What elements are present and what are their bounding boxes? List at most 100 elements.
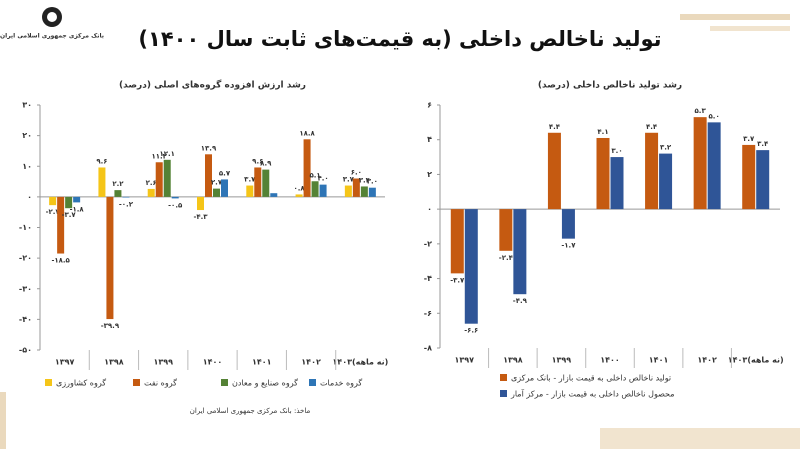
bar — [65, 196, 73, 209]
value-label: ۱۳.۹ — [201, 144, 217, 152]
value-label: -۳۹.۹ — [101, 322, 120, 330]
bar — [221, 179, 228, 197]
value-label: ۵.۳ — [695, 107, 707, 115]
decor — [0, 392, 6, 449]
value-label: -۰.۲ — [119, 200, 134, 208]
bar — [311, 181, 319, 197]
value-label: -۶.۶ — [464, 327, 478, 335]
y-tick-label: ۲۰ — [22, 131, 32, 140]
x-tick-label: ۱۴۰۲ — [697, 356, 717, 365]
value-label: ۲.۶ — [146, 179, 157, 187]
bar — [464, 209, 478, 324]
x-tick-label: ۱۳۹۹ — [552, 356, 572, 365]
value-label: ۳.۰ — [611, 147, 622, 155]
y-tick-label: ۳۰ — [22, 101, 32, 110]
bar — [122, 196, 130, 198]
value-label: ۳.۷ — [244, 176, 256, 184]
legend-label: محصول ناخالص داخلی به قیمت بازار - مرکز … — [510, 389, 674, 399]
value-label: ۳.۰ — [367, 178, 378, 186]
value-label: -۱.۷ — [561, 242, 576, 250]
value-label: -۰.۵ — [168, 201, 183, 209]
bar — [106, 196, 114, 320]
y-tick-label: ۰ — [27, 192, 32, 201]
decor — [600, 428, 800, 449]
value-label: -۱۸.۵ — [51, 257, 70, 265]
y-tick-label: -۴۰ — [19, 315, 32, 324]
value-label: ۹.۶ — [96, 157, 107, 165]
legend-swatch — [500, 374, 507, 381]
value-label: ۱۱.۳ — [151, 152, 167, 160]
bar — [547, 132, 561, 210]
x-tick-label: ۱۳۹۷ — [55, 358, 75, 367]
y-tick-label: ۱۰ — [22, 162, 32, 171]
value-label: ۹.۶ — [252, 157, 263, 165]
bar — [352, 178, 360, 197]
bar — [596, 137, 610, 210]
value-label: -۲.۴ — [499, 254, 514, 262]
x-tick-label: ۱۴۰۳(نه ماهه) — [728, 356, 784, 365]
y-tick-label: ۴ — [427, 135, 432, 144]
bar — [155, 162, 163, 197]
bar — [163, 159, 171, 197]
bar — [197, 196, 204, 211]
decor — [680, 14, 790, 20]
bar — [707, 122, 721, 210]
y-tick-label: -۱۰ — [19, 223, 32, 232]
x-tick-label: ۱۴۰۱ — [649, 356, 669, 365]
value-label: ۳.۴ — [359, 176, 371, 184]
bar — [368, 187, 376, 197]
y-tick-label: ۰ — [427, 205, 432, 214]
bar — [57, 196, 65, 254]
legend-swatch — [500, 390, 507, 397]
legend-swatch — [309, 379, 316, 386]
value-label: ۱۲.۱ — [159, 150, 174, 158]
value-label: ۳.۷ — [343, 176, 355, 184]
bar — [513, 209, 527, 295]
value-label: ۵.۱ — [309, 171, 320, 179]
value-label: ۳.۴ — [757, 140, 769, 148]
value-label: -۳.۷ — [62, 211, 77, 219]
y-tick-label: ۶ — [427, 101, 432, 110]
bar — [742, 144, 756, 210]
legend-label: گروه نفت — [144, 378, 177, 388]
y-tick-label: -۳۰ — [19, 284, 32, 293]
bar — [610, 157, 624, 210]
x-tick-label: ۱۴۰۲ — [301, 358, 321, 367]
bar — [73, 196, 81, 203]
source: ماخذ: بانک مرکزی جمهوری اسلامی ایران — [190, 407, 311, 415]
bar — [450, 209, 464, 274]
legend-label: گروه صنایع و معادن — [232, 378, 298, 388]
bar — [254, 167, 262, 197]
bar — [246, 185, 254, 197]
value-label: ۰.۸ — [293, 184, 305, 192]
legend-label: گروه خدمات — [320, 378, 362, 388]
value-label: ۲.۷ — [211, 179, 223, 187]
value-label: ۴.۱ — [597, 128, 608, 136]
x-tick-label: ۱۳۹۸ — [104, 358, 124, 367]
decor — [710, 26, 790, 31]
value-label: ۵.۷ — [219, 169, 231, 177]
value-label: -۳.۷ — [450, 276, 465, 284]
x-tick-label: ۱۳۹۹ — [153, 358, 173, 367]
legend-label: تولید ناخالص داخلی به قیمت بازار - بانک … — [511, 374, 671, 383]
x-tick-label: ۱۴۰۰ — [600, 356, 620, 365]
bar — [319, 184, 327, 197]
bar — [303, 139, 311, 197]
bar — [659, 153, 673, 210]
logo-text: بانک مرکزی جمهوری اسلامی ایران — [0, 33, 104, 40]
logo — [47, 12, 57, 22]
bar — [360, 186, 368, 197]
bar — [114, 190, 122, 197]
y-tick-label: -۲۰ — [19, 254, 32, 263]
legend-label: گروه کشاورزی — [56, 378, 106, 388]
value-label: ۲.۲ — [112, 180, 124, 188]
y-tick-label: -۶ — [424, 309, 432, 318]
x-tick-label: ۱۴۰۱ — [252, 358, 272, 367]
bar — [147, 188, 155, 197]
bar — [756, 150, 770, 210]
chart-title: رشد تولید ناخالص داخلی (درصد) — [538, 81, 682, 91]
value-label: -۱.۸ — [70, 205, 85, 213]
chart-title: رشد ارزش افزوده گروه‌های اصلی (درصد) — [119, 79, 306, 91]
value-label: ۵.۰ — [709, 112, 720, 120]
